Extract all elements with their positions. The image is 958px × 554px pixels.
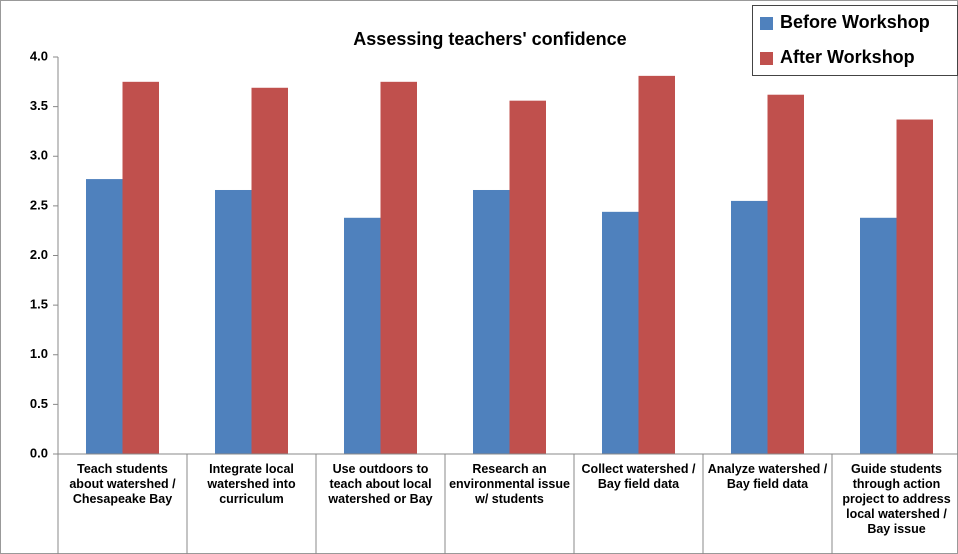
bar [86,179,123,454]
x-tick-label: Teach students about watershed / Chesape… [69,462,176,506]
y-tick-label: 0.0 [30,445,48,460]
x-tick-label: Guide students through action project to… [842,462,951,536]
legend-label: After Workshop [780,47,915,67]
bar [251,87,288,454]
y-tick-label: 3.5 [30,98,48,113]
x-tick-label: Research an environmental issue w/ stude… [449,462,570,506]
bar [638,75,675,455]
bar [215,189,252,454]
x-tick-label: Use outdoors to teach about local waters… [328,462,433,506]
x-tick-label: Analyze watershed / Bay field data [707,462,828,491]
y-tick-label: 3.0 [30,148,48,163]
legend-swatch [760,52,773,65]
y-tick-label: 1.5 [30,297,48,312]
x-tick-label: Collect watershed / Bay field data [581,462,696,491]
bar [860,217,897,454]
y-tick-label: 2.0 [30,247,48,262]
legend-label: Before Workshop [780,12,930,32]
y-tick-label: 0.5 [30,396,48,411]
bar [380,81,417,454]
legend-swatch [760,17,773,30]
bar [896,119,933,454]
bar [344,217,381,454]
x-tick-label: Integrate local watershed into curriculu… [207,462,296,506]
y-tick-label: 1.0 [30,346,48,361]
bar [473,189,510,454]
legend-box [752,5,958,76]
bar [731,200,768,454]
bar [122,81,159,454]
bar [602,211,639,454]
chart-title: Assessing teachers' confidence [353,29,626,49]
bar [767,94,804,454]
y-tick-label: 4.0 [30,48,48,63]
bar [509,100,546,455]
y-tick-label: 2.5 [30,197,48,212]
